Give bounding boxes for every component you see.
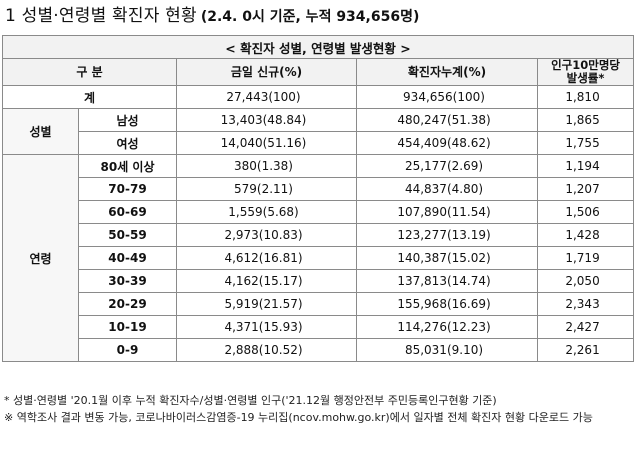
header-cumulative: 확진자누계(%): [356, 58, 538, 86]
age-new-today: 380(1.38): [176, 154, 357, 178]
table-caption: < 확진자 성별, 연령별 발생현황 >: [1, 35, 635, 59]
age-cumulative: 44,837(4.80): [356, 177, 538, 201]
age-label: 40-49: [78, 246, 177, 270]
female-cumulative: 454,409(48.62): [356, 131, 538, 155]
female-rate: 1,755: [536, 131, 635, 155]
age-group-label: 연령: [2, 154, 79, 362]
age-cumulative: 85,031(9.10): [356, 338, 538, 362]
age-label: 70-79: [78, 177, 177, 201]
age-rate: 2,343: [536, 292, 635, 316]
page-heading: 1 성별·연령별 확진자 현황 (2.4. 0시 기준, 누적 934,656명): [5, 3, 419, 29]
total-rate: 1,810: [536, 85, 635, 109]
male-new-today: 13,403(48.84): [176, 108, 357, 132]
age-rate: 2,050: [536, 269, 635, 293]
gender-label-male: 남성: [78, 108, 177, 132]
age-rate: 1,506: [536, 200, 635, 224]
age-new-today: 2,888(10.52): [176, 338, 357, 362]
age-cumulative: 114,276(12.23): [356, 315, 538, 339]
header-category: 구 분: [2, 58, 177, 86]
age-new-today: 5,919(21.57): [176, 292, 357, 316]
age-new-today: 4,612(16.81): [176, 246, 357, 270]
male-rate: 1,865: [536, 108, 635, 132]
age-label: 20-29: [78, 292, 177, 316]
total-cumulative: 934,656(100): [356, 85, 538, 109]
age-label: 60-69: [78, 200, 177, 224]
footnote-source: ※ 역학조사 결과 변동 가능, 코로나바이러스감염증-19 누리집(ncov.…: [4, 411, 593, 424]
confirmed-cases-table: < 확진자 성별, 연령별 발생현황 > 구 분 금일 신규(%) 확진자누계(…: [1, 35, 635, 362]
age-cumulative: 25,177(2.69): [356, 154, 538, 178]
table-row-total: 계 27,443(100) 934,656(100) 1,810: [2, 85, 635, 109]
table-row-age: 30-39 4,162(15.17) 137,813(14.74) 2,050: [3, 269, 635, 293]
header-rate-line2: 발생률*: [566, 71, 605, 85]
age-label: 0-9: [78, 338, 177, 362]
table-row-age: 40-49 4,612(16.81) 140,387(15.02) 1,719: [3, 246, 635, 270]
gender-label-female: 여성: [78, 131, 177, 155]
table-caption-row: < 확진자 성별, 연령별 발생현황 >: [1, 35, 635, 59]
age-rate: 2,261: [536, 338, 635, 362]
age-rate: 1,719: [536, 246, 635, 270]
header-new-today: 금일 신규(%): [176, 58, 357, 86]
table-row-age: 60-69 1,559(5.68) 107,890(11.54) 1,506: [3, 200, 635, 224]
table-header-row: 구 분 금일 신규(%) 확진자누계(%) 인구10만명당 발생률*: [2, 58, 635, 86]
age-rate: 1,194: [536, 154, 635, 178]
female-new-today: 14,040(51.16): [176, 131, 357, 155]
table-row-age: 50-59 2,973(10.83) 123,277(13.19) 1,428: [3, 223, 635, 247]
header-rate: 인구10만명당 발생률*: [536, 58, 635, 86]
age-cumulative: 123,277(13.19): [356, 223, 538, 247]
total-label: 계: [2, 85, 177, 109]
age-cumulative: 107,890(11.54): [356, 200, 538, 224]
heading-title: 1 성별·연령별 확진자 현황: [5, 6, 197, 26]
age-label: 10-19: [78, 315, 177, 339]
age-rate: 1,428: [536, 223, 635, 247]
table-row-age: 20-29 5,919(21.57) 155,968(16.69) 2,343: [3, 292, 635, 316]
table-row-age: 0-9 2,888(10.52) 85,031(9.10) 2,261: [3, 338, 635, 362]
age-label: 30-39: [78, 269, 177, 293]
age-new-today: 2,973(10.83): [176, 223, 357, 247]
male-cumulative: 480,247(51.38): [356, 108, 538, 132]
age-label: 80세 이상: [78, 154, 177, 178]
table-row-age: 10-19 4,371(15.93) 114,276(12.23) 2,427: [3, 315, 635, 339]
table-row-male: 성별 남성 13,403(48.84) 480,247(51.38) 1,865: [2, 108, 635, 155]
age-cumulative: 155,968(16.69): [356, 292, 538, 316]
age-new-today: 1,559(5.68): [176, 200, 357, 224]
age-label: 50-59: [78, 223, 177, 247]
age-rate: 2,427: [536, 315, 635, 339]
footnote-definition: * 성별·연령별 '20.1월 이후 누적 확진자수/성별·연령별 인구('21…: [4, 394, 497, 407]
table-row-female: 여성 14,040(51.16) 454,409(48.62) 1,755: [3, 131, 635, 155]
footnotes: * 성별·연령별 '20.1월 이후 누적 확진자수/성별·연령별 인구('21…: [4, 392, 634, 426]
age-rate: 1,207: [536, 177, 635, 201]
age-new-today: 4,162(15.17): [176, 269, 357, 293]
table-row-age: 70-79 579(2.11) 44,837(4.80) 1,207: [3, 177, 635, 201]
header-rate-line1: 인구10만명당: [551, 58, 620, 72]
age-cumulative: 137,813(14.74): [356, 269, 538, 293]
gender-group-label: 성별: [2, 108, 79, 155]
total-new-today: 27,443(100): [176, 85, 357, 109]
table-row-age: 연령 80세 이상 380(1.38) 25,177(2.69) 1,194: [2, 154, 635, 362]
heading-subtitle: (2.4. 0시 기준, 누적 934,656명): [200, 9, 420, 25]
age-cumulative: 140,387(15.02): [356, 246, 538, 270]
age-new-today: 579(2.11): [176, 177, 357, 201]
age-new-today: 4,371(15.93): [176, 315, 357, 339]
